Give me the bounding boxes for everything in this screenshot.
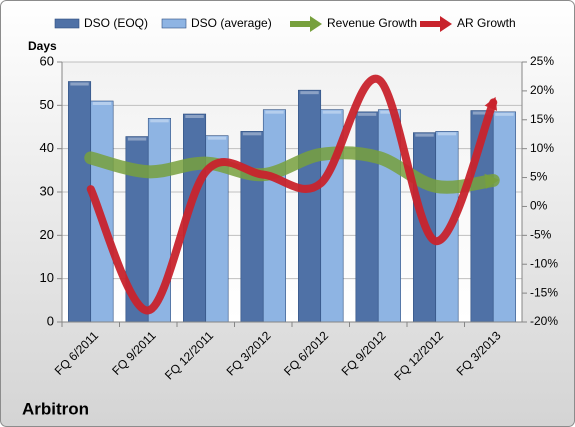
y-tick-label: 60 (40, 53, 54, 68)
bar-shine (437, 132, 457, 136)
legend-swatch (54, 18, 80, 29)
y2-tick-label: 0% (530, 199, 548, 213)
bar-shine (300, 91, 319, 95)
y2-tick-label: 10% (530, 141, 554, 155)
bar-shine (265, 110, 284, 114)
bar-shine (185, 115, 204, 118)
y-tick-label: 30 (40, 183, 54, 198)
legend-arrow (310, 16, 322, 32)
line (84, 146, 500, 194)
y-tick-label: 50 (40, 97, 54, 112)
bar-shine (242, 132, 262, 136)
y-tick-label: 20 (40, 227, 54, 242)
y-tick-label: 10 (40, 270, 54, 285)
bar-shine (380, 110, 399, 114)
y2-tick-label: 15% (530, 112, 554, 126)
bar-shine (70, 82, 89, 86)
y2-tick-label: -15% (530, 285, 558, 299)
bar-shine (357, 112, 377, 116)
y2-tick-label: -20% (530, 314, 558, 328)
y-axis-label: Days (28, 39, 57, 53)
legend-label: Revenue Growth (327, 16, 417, 30)
y2-tick-label: 20% (530, 83, 554, 97)
bar-shine (150, 119, 169, 123)
bar (492, 111, 516, 323)
chart-title: Arbitron (22, 399, 89, 418)
bar-shine (322, 110, 342, 114)
bar (298, 89, 322, 323)
bar (355, 111, 379, 323)
bar-shine (207, 136, 227, 140)
arrow-head (484, 173, 500, 189)
y-tick-label: 0 (47, 313, 54, 328)
y2-tick-label: 5% (530, 170, 548, 184)
bar-shine (127, 137, 147, 141)
bar-shine (92, 102, 112, 105)
bar-shine (495, 112, 514, 116)
y-tick-label: 40 (40, 140, 54, 155)
line (86, 74, 498, 315)
y2-tick-label: -5% (530, 228, 552, 242)
legend-label: AR Growth (457, 16, 516, 30)
legend-swatch (161, 18, 187, 29)
legend-label: DSO (average) (191, 16, 272, 30)
y2-tick-label: 25% (530, 54, 554, 68)
bar-shine (472, 111, 492, 115)
bar (68, 81, 92, 323)
bar (240, 131, 264, 323)
bar-shine (415, 133, 434, 137)
legend-arrow (440, 16, 452, 32)
legend-label: DSO (EOQ) (84, 16, 148, 30)
y2-tick-label: -10% (530, 256, 558, 270)
bar (377, 109, 401, 323)
bar (262, 109, 286, 323)
arrow-head (484, 96, 498, 111)
